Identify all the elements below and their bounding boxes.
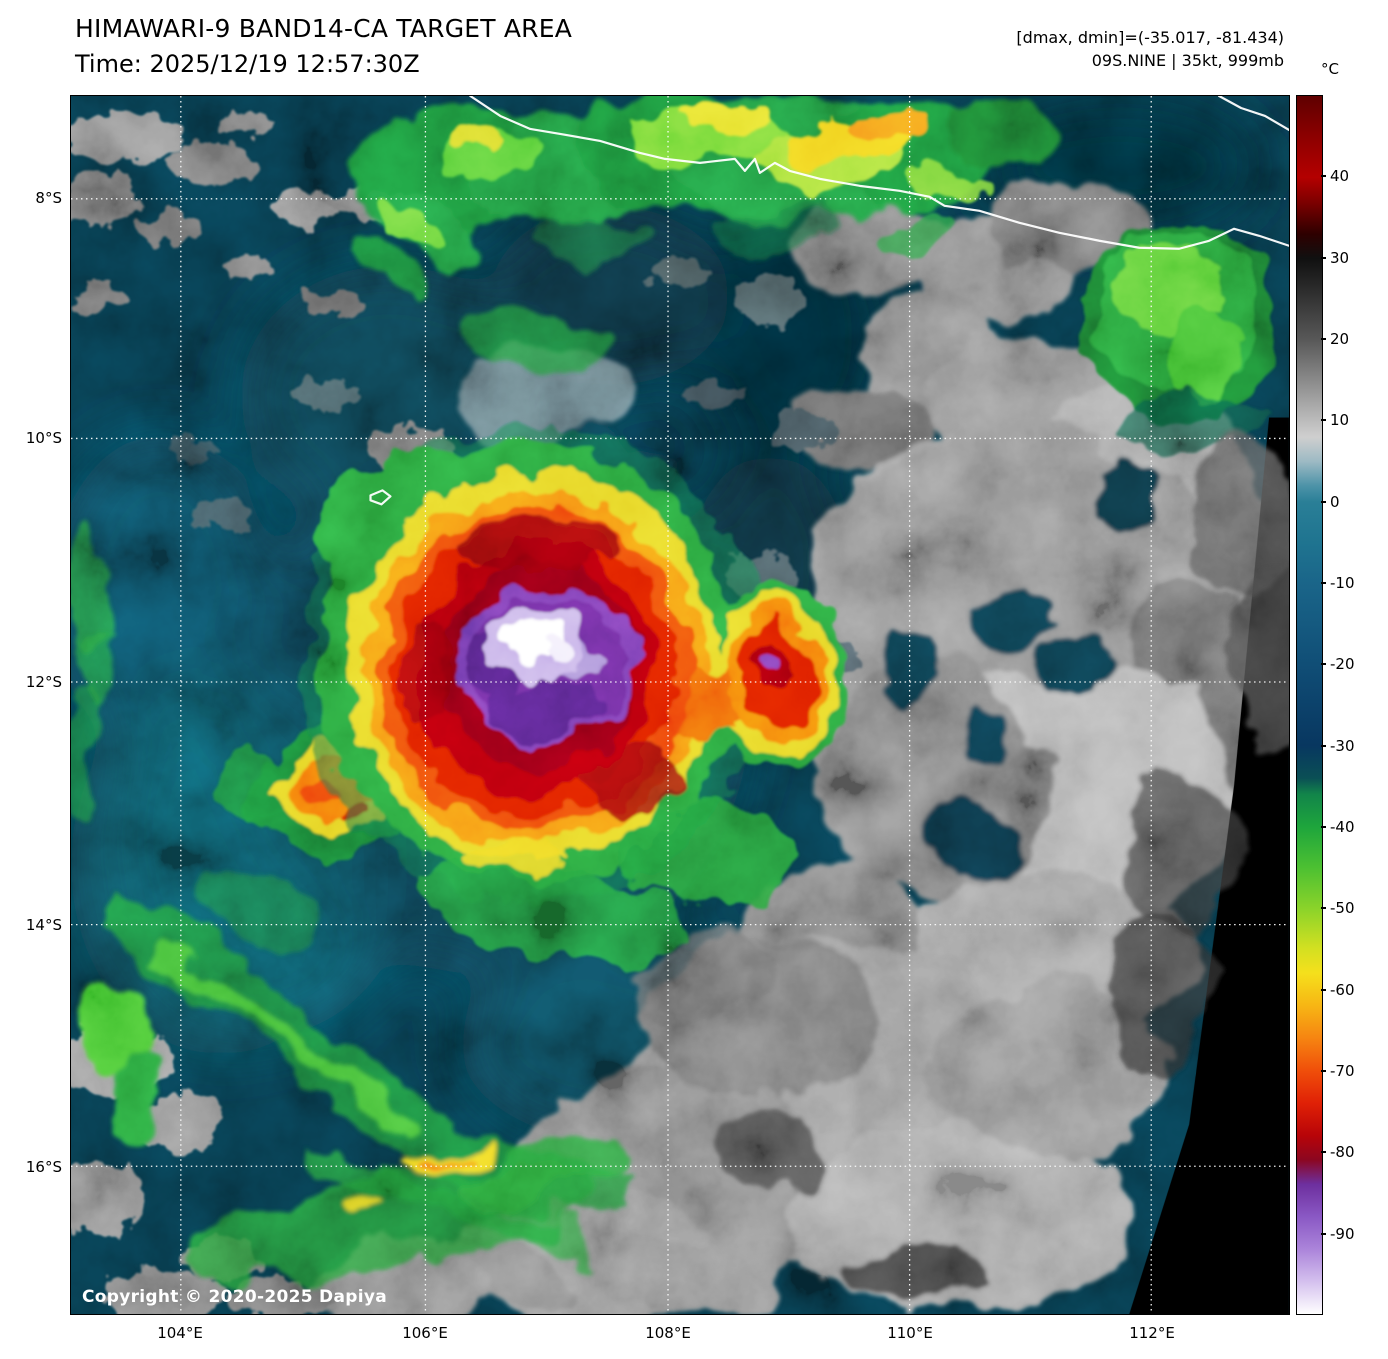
copyright-text: Copyright © 2020-2025 Dapiya: [82, 1287, 387, 1307]
colorbar-tick-mark: [1321, 500, 1326, 503]
latitude-tick-label: 14°S: [25, 916, 62, 934]
timestamp: Time: 2025/12/19 12:57:30Z: [75, 50, 420, 78]
colorbar-tick-mark: [1321, 582, 1326, 584]
longitude-tick-label: 112°E: [1129, 1324, 1175, 1342]
colorbar-tick-label: -70: [1330, 1062, 1355, 1080]
colorbar-tick-mark: [1321, 256, 1326, 259]
latitude-tick-label: 10°S: [25, 429, 62, 447]
colorbar-tick-label: 40: [1330, 167, 1350, 186]
colorbar-tick-mark: [1321, 338, 1326, 340]
colorbar-tick-label: -60: [1330, 980, 1355, 999]
colorbar-tick-label: -90: [1330, 1224, 1355, 1243]
colorbar: [1296, 95, 1323, 1315]
latitude-tick-label: 12°S: [25, 673, 62, 691]
colorbar-tick-mark: [1321, 175, 1326, 178]
longitude-tick-label: 106°E: [402, 1324, 448, 1342]
colorbar-tick-mark: [1321, 419, 1326, 422]
colorbar-tick-label: -80: [1330, 1143, 1355, 1162]
colorbar-tick-mark: [1321, 907, 1326, 910]
colorbar-tick-label: -40: [1330, 818, 1355, 836]
colorbar-tick-mark: [1321, 1070, 1326, 1072]
storm-info: 09S.NINE | 35kt, 999mb: [1091, 51, 1284, 70]
colorbar-gradient: [1297, 96, 1322, 1314]
dmax-dmin-readout: [dmax, dmin]=(-35.017, -81.434): [1016, 28, 1284, 47]
colorbar-tick-mark: [1321, 1232, 1326, 1235]
colorbar-unit-label: °C: [1321, 60, 1339, 78]
island-outline: [369, 489, 392, 506]
colorbar-tick-label: 10: [1330, 411, 1350, 430]
colorbar-tick-mark: [1321, 988, 1326, 991]
colorbar-tick-label: 30: [1330, 248, 1350, 267]
latitude-tick-label: 8°S: [35, 189, 62, 207]
page-title: HIMAWARI-9 BAND14-CA TARGET AREA: [75, 14, 573, 43]
latitude-tick-label: 16°S: [25, 1158, 62, 1176]
header-right: [dmax, dmin]=(-35.017, -81.434) 09S.NINE…: [1016, 26, 1284, 72]
colorbar-tick-mark: [1321, 663, 1326, 666]
cloud-texture-overlay: [71, 96, 1289, 1314]
colorbar-tick-mark: [1321, 826, 1326, 828]
colorbar-tick-label: -20: [1330, 655, 1355, 674]
colorbar-tick-label: -50: [1330, 899, 1355, 918]
colorbar-tick-label: -30: [1330, 736, 1355, 755]
colorbar-tick-label: 20: [1330, 330, 1350, 348]
colorbar-tick-mark: [1321, 744, 1326, 747]
coastline: [369, 96, 1289, 506]
gridlines: [71, 96, 1289, 1314]
colorbar-tick-label: 0: [1330, 492, 1340, 511]
colorbar-tick-label: -10: [1330, 574, 1355, 592]
longitude-tick-label: 108°E: [645, 1324, 691, 1342]
longitude-tick-label: 104°E: [157, 1324, 203, 1342]
satellite-image: [71, 96, 1289, 1314]
map-area: [70, 95, 1290, 1315]
longitude-tick-label: 110°E: [887, 1324, 933, 1342]
colorbar-tick-mark: [1321, 1151, 1326, 1154]
